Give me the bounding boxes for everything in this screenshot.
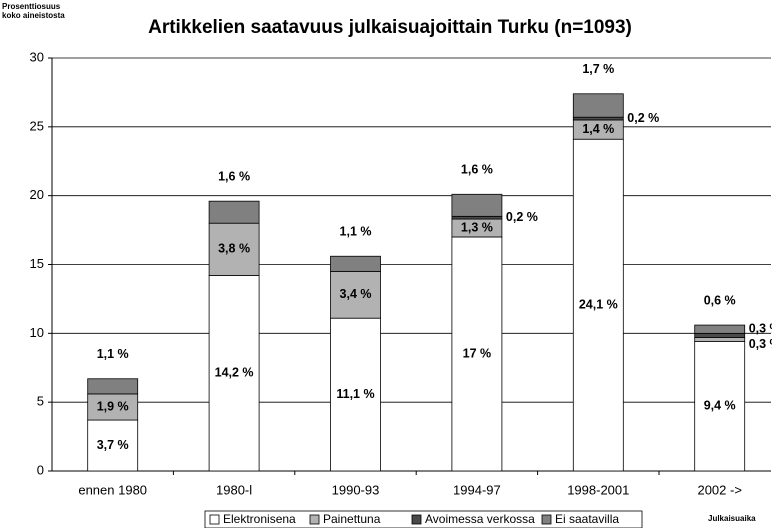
data-label: 0,2 % [627, 111, 659, 125]
bar-segment [451, 236, 503, 472]
data-label: 9,4 % [704, 399, 736, 413]
data-label: 1,9 % [97, 399, 129, 413]
x-tick-label: 1998-2001 [567, 482, 629, 497]
y-tick-label: 30 [30, 49, 44, 64]
bar-segment [87, 393, 139, 421]
data-label: 1,4 % [582, 122, 614, 136]
y-tick-label: 15 [30, 256, 44, 271]
bar-segment [694, 341, 746, 472]
data-label: 1,6 % [461, 163, 493, 177]
y-tick-label: 5 [37, 394, 44, 409]
y-axis-label: Prosenttiosuus [2, 2, 61, 11]
legend-swatch [411, 514, 422, 525]
bar-segment [330, 270, 381, 319]
data-label: 0,6 % [704, 293, 736, 307]
data-label: 0,3 % [749, 337, 772, 351]
y-tick-label: 10 [30, 325, 44, 340]
bar-segment [330, 317, 381, 472]
legend-swatch [541, 514, 552, 525]
bar-segment [694, 337, 746, 342]
bar-segment [87, 378, 139, 395]
data-label: 11,1 % [336, 387, 374, 401]
data-label: 3,8 % [218, 242, 250, 256]
bar-segment [572, 93, 624, 118]
y-tick-label: 25 [30, 118, 44, 133]
bar-segment [451, 193, 503, 217]
data-label: 1,6 % [218, 169, 250, 183]
bar-segment [572, 138, 624, 472]
legend-swatch [309, 514, 320, 525]
bar-segment [208, 222, 260, 276]
x-tick-label: ennen 1980 [78, 482, 147, 497]
data-label: 1,3 % [461, 220, 493, 234]
bar-segment [572, 116, 624, 121]
x-tick-label: 1994-97 [453, 482, 501, 497]
bar-segment [208, 200, 260, 224]
data-label: 17 % [463, 346, 492, 360]
data-label: 24,1 % [579, 297, 618, 311]
legend-label: Elektronisena [223, 512, 296, 526]
bar-segment [694, 324, 746, 334]
bar-segment [451, 215, 503, 220]
bar-segment [87, 419, 139, 472]
data-label: 0,3 % [749, 322, 772, 336]
data-label: 3,4 % [340, 287, 372, 301]
chart-title: Artikkelien saatavuus julkaisuajoittain … [148, 17, 632, 38]
data-label: 14,2 % [215, 366, 254, 380]
bar-segment [330, 255, 381, 272]
x-tick-label: 1980-l [216, 482, 252, 497]
y-axis-label: koko aineistosta [2, 11, 65, 20]
y-tick-label: 20 [30, 187, 44, 202]
legend-label: Ei saatavilla [555, 512, 619, 526]
legend-swatch [209, 514, 220, 525]
data-label: 1,7 % [582, 62, 614, 76]
x-tick-label: 2002 -> [697, 482, 741, 497]
data-label: 3,7 % [97, 438, 129, 452]
y-tick-label: 0 [37, 462, 44, 477]
x-axis-label: Julkaisuaika [708, 514, 756, 523]
x-tick-label: 1990-93 [332, 482, 380, 497]
bar-segment [694, 332, 746, 338]
data-label: 1,1 % [97, 347, 129, 361]
data-label: 1,1 % [340, 225, 372, 239]
legend-label: Painettuna [323, 512, 381, 526]
data-label: 0,2 % [506, 210, 538, 224]
legend-label: Avoimessa verkossa [425, 512, 535, 526]
